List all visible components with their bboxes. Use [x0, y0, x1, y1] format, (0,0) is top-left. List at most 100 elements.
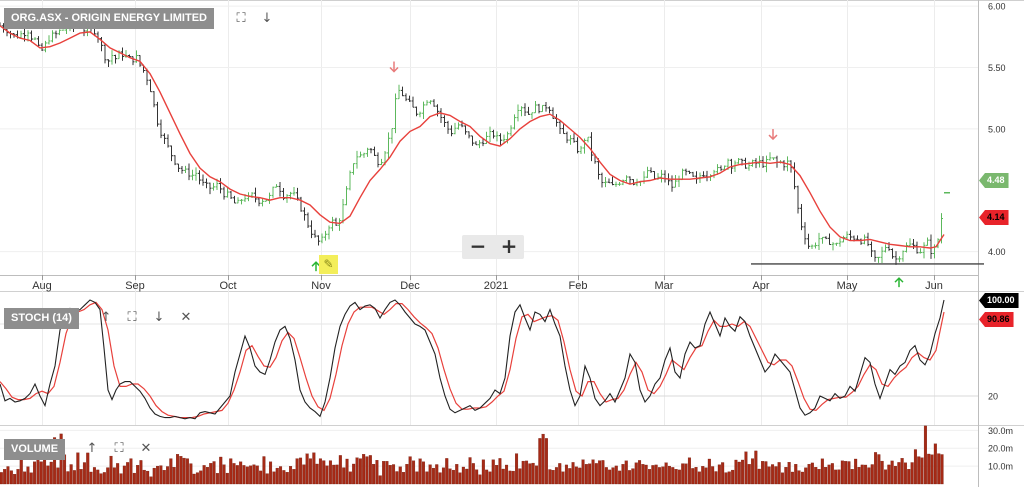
volume-bar [711, 466, 715, 485]
ohlc-bar [579, 145, 583, 154]
expand-icon[interactable]: ⛶ [127, 310, 137, 325]
volume-bar [219, 456, 223, 485]
volume-bar [82, 462, 86, 485]
volume-bar [259, 470, 263, 485]
volume-bar [352, 463, 356, 485]
volume-bar [810, 462, 814, 485]
zoom-out-button[interactable]: − [469, 234, 487, 258]
ohlc-bar [478, 140, 481, 149]
ohlc-bar [331, 216, 334, 232]
ohlc-bar [373, 146, 376, 156]
volume-bar [56, 467, 60, 485]
ohlc-bar [408, 95, 411, 102]
ohlc-bar [807, 233, 810, 249]
volume-bar [518, 468, 522, 485]
zoom-in-button[interactable]: + [500, 234, 518, 258]
ohlc-bar [513, 114, 516, 130]
volume-bar [96, 469, 100, 485]
volume-bar [691, 468, 695, 485]
volume-bar [272, 471, 276, 485]
volume-bar [558, 463, 562, 485]
volume-bar [588, 463, 592, 485]
x-tick-label: 2021 [484, 280, 508, 292]
ohlc-bar [446, 120, 450, 134]
volume-bar [741, 459, 745, 485]
ohlc-bar [306, 212, 310, 229]
expand-icon[interactable]: ⛶ [114, 441, 124, 456]
ohlc-bar [471, 135, 474, 146]
volume-bar [923, 425, 927, 485]
volume-bar [594, 463, 598, 485]
arrow-down-icon[interactable]: ↓ [153, 310, 165, 325]
volume-bar [485, 469, 489, 485]
ohlc-bar [156, 101, 159, 127]
volume-bar [159, 465, 163, 485]
ohlc-bar [908, 238, 912, 247]
ohlc-bar [464, 125, 467, 135]
sell-signal-arrow [768, 129, 778, 141]
volume-bar [697, 471, 701, 485]
ohlc-bar [229, 191, 233, 200]
ohlc-bar [859, 238, 863, 245]
volume-y-tick-label: 20.0m [988, 444, 1013, 454]
volume-bar [358, 458, 362, 485]
volume-panel-title: VOLUME [4, 439, 66, 460]
volume-bar [292, 469, 296, 485]
volume-bar [488, 471, 492, 485]
sell-signal-arrow-head [768, 134, 778, 141]
volume-bar [807, 464, 811, 485]
volume-bar [448, 468, 452, 485]
volume-bar [205, 467, 209, 485]
volume-bar [116, 463, 120, 485]
ohlc-bar [569, 135, 572, 145]
arrow-down-icon[interactable]: ↓ [261, 11, 273, 26]
ohlc-bar [590, 132, 593, 162]
ohlc-bar [509, 125, 513, 137]
ohlc-bar [131, 56, 135, 66]
volume-bar [362, 454, 366, 485]
ohlc-bar [824, 236, 828, 240]
volume-bar [900, 458, 904, 485]
volume-bar [318, 458, 322, 485]
ohlc-bar [149, 79, 152, 93]
volume-bar [189, 463, 193, 485]
arrow-up-icon[interactable]: ↑ [100, 310, 112, 325]
ohlc-bar [922, 242, 926, 259]
ohlc-bar [898, 256, 901, 263]
volume-bar [544, 438, 548, 485]
ohlc-bar [492, 129, 495, 139]
expand-icon[interactable]: ⛶ [236, 11, 246, 26]
volume-bar [574, 466, 578, 485]
close-icon[interactable]: ✕ [180, 310, 192, 325]
ohlc-bar [628, 176, 632, 184]
pencil-icon[interactable]: ✎ [319, 255, 338, 274]
ohlc-bar [838, 238, 842, 247]
volume-bar [578, 467, 582, 485]
volume-bar [245, 466, 249, 485]
ohlc-bar [285, 194, 289, 203]
ohlc-bar [670, 175, 674, 192]
ohlc-bar [110, 50, 114, 65]
volume-bar [445, 458, 449, 485]
volume-bar [681, 463, 685, 485]
ohlc-bar [502, 134, 506, 144]
volume-bar [53, 437, 57, 485]
volume-bar [222, 464, 226, 485]
ohlc-bar [828, 233, 831, 246]
volume-bar [156, 465, 160, 485]
volume-bar [937, 453, 941, 485]
volume-bar [368, 455, 372, 485]
volume-bar [239, 461, 243, 485]
ohlc-bar [271, 186, 275, 198]
close-icon[interactable]: ✕ [140, 441, 152, 456]
ohlc-bar [467, 131, 471, 139]
x-tick-label: Dec [400, 280, 420, 292]
ohlc-bar [607, 178, 611, 184]
volume-bar [415, 471, 419, 485]
volume-bar [531, 462, 535, 485]
ohlc-bar [303, 207, 306, 221]
volume-bar [611, 467, 615, 485]
ohlc-bar [292, 187, 296, 196]
arrow-up-icon[interactable]: ↑ [86, 441, 98, 456]
